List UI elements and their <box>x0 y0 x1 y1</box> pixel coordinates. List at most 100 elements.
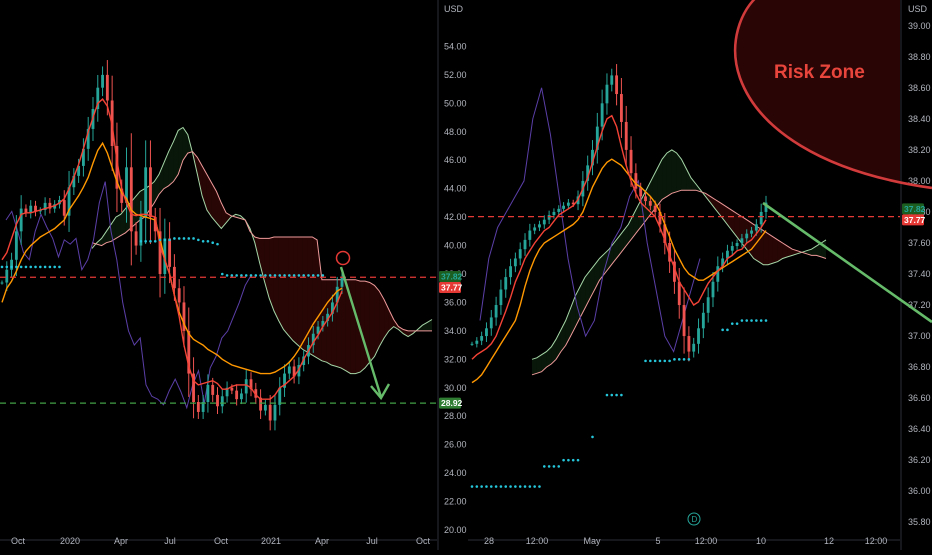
candle-body <box>263 404 267 411</box>
psar-dot <box>470 485 474 488</box>
kumo-segment <box>565 308 571 346</box>
kumo-segment <box>273 237 279 321</box>
candle-body <box>43 202 47 210</box>
y-tick-label: 30.00 <box>444 383 467 393</box>
y-tick-label: 37.40 <box>908 269 931 279</box>
kumo-segment <box>715 199 720 216</box>
candle-body <box>566 202 570 206</box>
psar-dot <box>475 485 479 488</box>
candle-body <box>287 366 291 374</box>
timezone-button[interactable]: D <box>687 512 701 526</box>
y-tick-label: 37.60 <box>908 238 931 248</box>
y-tick-label: 48.00 <box>444 127 467 137</box>
psar-dot <box>225 274 229 277</box>
candle-body <box>518 249 522 259</box>
candle-body <box>139 217 143 246</box>
y-tick-label: 54.00 <box>444 41 467 51</box>
candle-body <box>673 261 676 282</box>
psar-dot <box>764 319 768 322</box>
kumo-segment <box>585 270 590 309</box>
y-tick-label: 28.00 <box>444 411 467 421</box>
kumo-segment <box>772 236 778 264</box>
x-tick-label: Apr <box>315 536 329 546</box>
candle-body <box>509 266 512 278</box>
candle-body <box>697 328 700 344</box>
kumo-segment <box>350 279 356 374</box>
y-tick-label: 34.00 <box>444 326 467 336</box>
candle-body <box>668 242 672 262</box>
kumo-segment <box>374 285 380 357</box>
candle-body <box>663 224 667 243</box>
kumo-segment <box>384 299 389 338</box>
y-tick-label: 42.00 <box>444 212 467 222</box>
kumo-segment <box>269 237 274 311</box>
kumo-segment <box>288 237 294 341</box>
psar-dot <box>591 435 594 439</box>
psar-dot <box>48 265 52 269</box>
candle-body <box>485 328 488 337</box>
x-tick-label: May <box>583 536 601 546</box>
candle-body <box>311 333 315 346</box>
candle-body <box>86 128 90 149</box>
right-panel[interactable]: 39.0038.8038.6038.4038.2038.0037.8037.60… <box>468 0 932 550</box>
candle-body <box>600 103 604 127</box>
kumo-segment <box>297 237 303 350</box>
y-tick-label: 36.00 <box>908 486 931 496</box>
psar-dot <box>562 458 565 462</box>
candle-body <box>504 277 508 290</box>
candle-body <box>292 366 296 377</box>
psar-dot <box>163 238 167 242</box>
psar-dot <box>687 358 691 361</box>
candle-body <box>244 379 248 394</box>
y-tick-label: 36.20 <box>908 455 931 465</box>
candle-body <box>335 286 339 303</box>
kumo-segment <box>541 351 547 372</box>
candle-body <box>716 266 720 282</box>
candle-body <box>278 387 282 405</box>
candle-body <box>552 211 556 216</box>
psar-dot <box>268 274 272 277</box>
kumo-segment <box>408 330 413 337</box>
candle-body <box>149 167 152 218</box>
candle-body <box>144 167 148 218</box>
psar-dot <box>43 265 47 269</box>
psar-dot <box>39 265 42 269</box>
psar-dot <box>10 265 13 269</box>
kumo-segment <box>96 238 102 246</box>
kumo-segment <box>388 309 394 331</box>
price-label-text: 37.82 <box>904 204 926 214</box>
left-panel[interactable]: 54.00 52.00 50.00 48.00 46.00 44.00 42.00 40.00… <box>0 0 467 550</box>
y-tick-label: 36.00 <box>444 297 467 307</box>
candle-body <box>14 231 18 260</box>
psar-dot <box>658 359 662 363</box>
senkou-span-b-line <box>91 151 432 332</box>
psar-dot <box>153 239 157 243</box>
candle-body <box>134 231 138 246</box>
kumo-segment <box>379 291 385 347</box>
candle-body <box>340 276 344 287</box>
candle-body <box>528 230 532 240</box>
x-tick-label: 2021 <box>261 536 281 546</box>
price-label-tag <box>439 271 461 283</box>
candle-body <box>740 238 744 243</box>
kumo-segment <box>412 329 418 334</box>
psar-dot <box>19 265 23 269</box>
candle-body <box>687 336 691 352</box>
candle-body <box>216 394 219 407</box>
risk-zone-fill <box>736 0 900 182</box>
kumo-segment <box>777 239 783 262</box>
psar-dot <box>302 274 305 277</box>
psar-dot <box>730 322 734 325</box>
x-tick-label: Jul <box>164 536 176 546</box>
candle-body <box>5 269 9 283</box>
psar-dot <box>528 485 532 488</box>
top-marker-circle <box>335 250 351 266</box>
psar-dot <box>307 274 310 277</box>
price-label-tag <box>902 203 924 215</box>
candle-body <box>586 165 590 181</box>
kumo-segment <box>211 182 217 223</box>
price-label-tag <box>902 214 924 226</box>
candle-body <box>562 205 565 209</box>
